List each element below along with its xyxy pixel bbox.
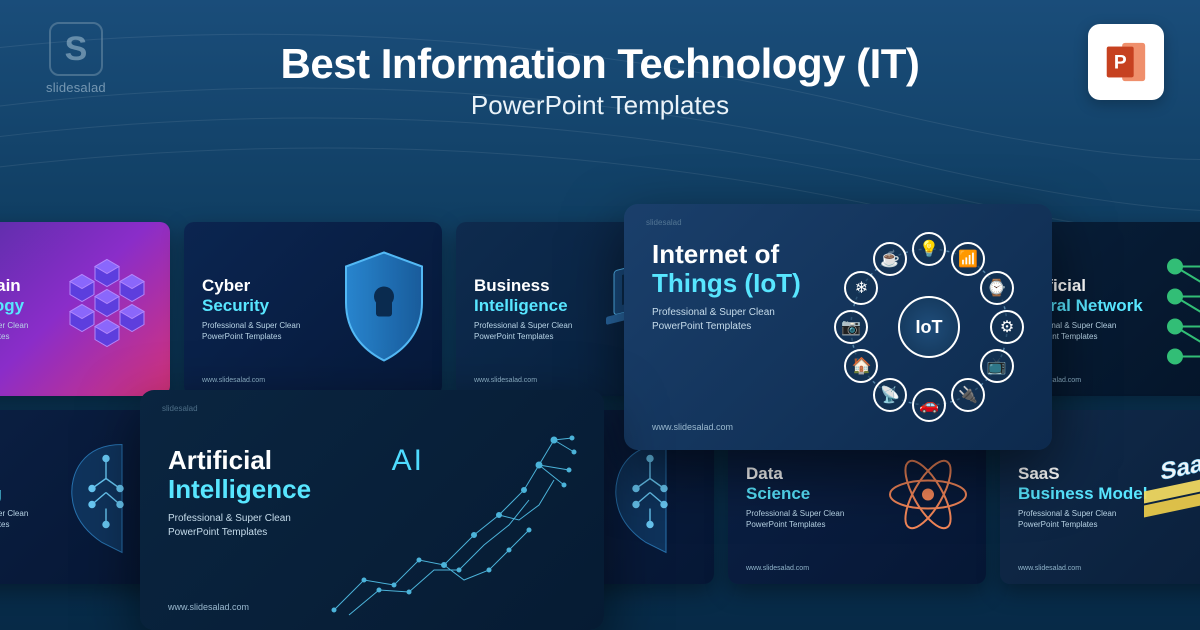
iot-icon-ring: IoT 💡📶⌚⚙📺🔌🚗📡🏠📷❄☕: [822, 220, 1036, 434]
iot-node-icon: 📷: [834, 310, 868, 344]
card-graphic: [596, 435, 706, 560]
card-graphic: [334, 247, 434, 372]
featured-card-ai[interactable]: slidesalad Artificial Intelligence Profe…: [140, 390, 604, 630]
page-headline: Best Information Technology (IT) PowerPo…: [0, 40, 1200, 121]
iot-center-label: IoT: [898, 296, 960, 358]
card-graphic: SaaS: [1130, 445, 1200, 550]
card-site-url: www.slidesalad.com: [746, 565, 809, 572]
ai-title-line1: Artificial: [168, 445, 272, 475]
card-site-url: www.slidesalad.com: [474, 377, 537, 384]
iot-node-icon: ⌚: [980, 271, 1014, 305]
iot-node-icon: 📺: [980, 349, 1014, 383]
card-site-url: www.slidesalad.com: [1018, 565, 1081, 572]
template-card[interactable]: Cyber Security Professional & Super Clea…: [184, 222, 442, 396]
card-title-line1: SaaS: [1018, 464, 1060, 483]
card-graphic: [52, 252, 162, 367]
iot-site-url: www.slidesalad.com: [652, 422, 733, 432]
iot-node-icon: ⚙: [990, 310, 1024, 344]
iot-node-icon: 💡: [912, 232, 946, 266]
iot-node-icon: 🚗: [912, 388, 946, 422]
ai-constellation-graphic: [324, 420, 584, 620]
card-site-url: www.slidesalad.com: [202, 377, 265, 384]
featured-card-iot[interactable]: slidesalad Internet of Things (IoT) Prof…: [624, 204, 1052, 450]
iot-title-line1: Internet of: [652, 239, 779, 269]
card-graphic: [1150, 247, 1200, 372]
template-card[interactable]: Blockchain Technology Professional & Sup…: [0, 222, 170, 396]
headline-subtitle: PowerPoint Templates: [0, 90, 1200, 121]
headline-title: Best Information Technology (IT): [0, 40, 1200, 88]
card-title-line1: Data: [746, 464, 783, 483]
iot-node-icon: 🔌: [951, 378, 985, 412]
card-title-line1: Business: [474, 276, 550, 295]
card-title-line1: Blockchain: [0, 276, 21, 295]
card-title-line1: Cyber: [202, 276, 250, 295]
svg-text:SaaS: SaaS: [1161, 447, 1200, 486]
iot-node-icon: 📡: [873, 378, 907, 412]
card-graphic: [878, 445, 978, 550]
ai-site-url: www.slidesalad.com: [168, 602, 249, 612]
